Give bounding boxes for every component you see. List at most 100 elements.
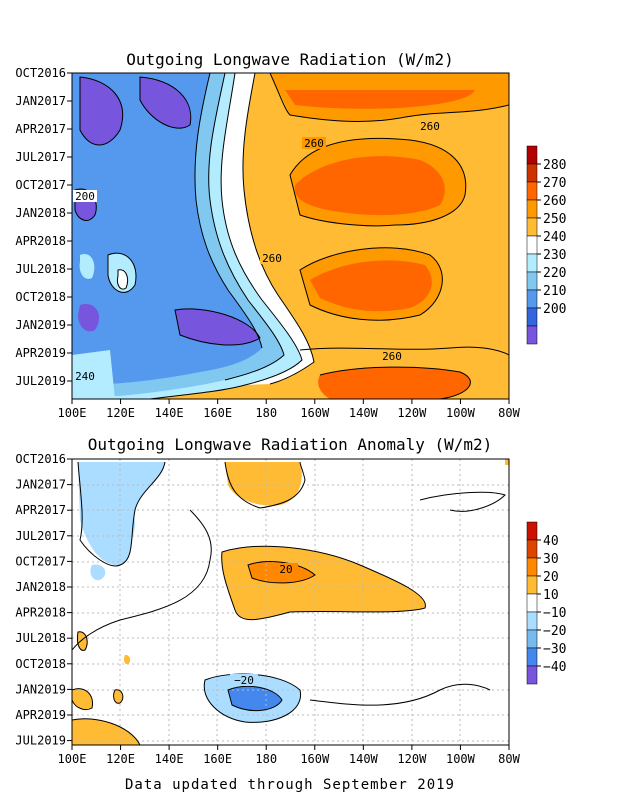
colorbar-label: 30 [543, 552, 559, 567]
y-tick-label: JUL2018 [15, 262, 66, 276]
panel1-contour-label: 260 [304, 137, 324, 150]
y-tick-label: JUL2019 [15, 374, 66, 388]
y-tick-label: OCT2018 [15, 290, 66, 304]
panel1-x-ticks: 100E 120E 140E 160E 180 160W 140W 120W 100W 80W [58, 399, 521, 420]
colorbar-swatch [526, 181, 538, 201]
colorbar-swatch [526, 253, 538, 273]
x-tick-label: 160E [203, 752, 232, 766]
colorbar-swatch [526, 271, 538, 291]
y-tick-label: OCT2017 [15, 554, 66, 568]
panel2-contour-label: −20 [234, 674, 254, 687]
colorbar-label: 230 [543, 248, 566, 263]
panel2-x-ticks: 100E 120E 140E 160E 180 160W 140W 120W 100W 80W [58, 745, 521, 766]
y-tick-label: JAN2019 [15, 682, 66, 696]
colorbar-swatch [526, 145, 538, 165]
panel2-colorbar: 40 30 20 10 −10 −20 −30 −40 [526, 521, 566, 685]
x-tick-label: 140W [349, 406, 379, 420]
colorbar-label: −30 [543, 642, 566, 657]
colorbar-swatch [526, 629, 538, 649]
colorbar-swatch [526, 611, 538, 631]
footer-note: Data updated through September 2019 [125, 777, 455, 793]
x-tick-label: 120E [106, 752, 135, 766]
x-tick-label: 80W [498, 406, 520, 420]
y-tick-label: JUL2019 [15, 734, 66, 748]
colorbar-label: 260 [543, 194, 566, 209]
colorbar-swatch [526, 557, 538, 577]
y-tick-label: APR2018 [15, 606, 66, 620]
y-tick-label: APR2019 [15, 708, 66, 722]
colorbar-swatch [526, 163, 538, 183]
y-tick-label: OCT2016 [15, 452, 66, 466]
colorbar-swatch [526, 325, 538, 345]
y-tick-label: APR2019 [15, 346, 66, 360]
x-tick-label: 160E [203, 406, 232, 420]
colorbar-label: −10 [543, 606, 566, 621]
colorbar-swatch [526, 593, 538, 613]
panel1-contour-label: 240 [75, 370, 95, 383]
x-tick-label: 100E [58, 406, 87, 420]
colorbar-label: 200 [543, 302, 566, 317]
x-tick-label: 140E [155, 752, 184, 766]
colorbar-label: −40 [543, 660, 566, 675]
x-tick-label: 180 [255, 406, 277, 420]
colorbar-swatch [526, 217, 538, 237]
panel2-title: Outgoing Longwave Radiation Anomaly (W/m… [88, 435, 493, 454]
x-tick-label: 100W [446, 752, 476, 766]
colorbar-label: 250 [543, 212, 566, 227]
y-tick-label: JAN2017 [15, 94, 66, 108]
y-tick-label: JAN2018 [15, 206, 66, 220]
y-tick-label: JAN2018 [15, 580, 66, 594]
x-tick-label: 140E [155, 406, 184, 420]
x-tick-label: 160W [300, 406, 330, 420]
x-tick-label: 80W [498, 752, 520, 766]
panel1-contour-label: 260 [262, 252, 282, 265]
y-tick-label: APR2018 [15, 234, 66, 248]
colorbar-swatch [526, 289, 538, 309]
colorbar-label: 40 [543, 534, 559, 549]
panel2-contour-label: 20 [279, 563, 292, 576]
panel1-field [72, 73, 509, 399]
panel1-frame [71, 72, 510, 400]
panel1-colorbar: 280 270 260 250 240 230 220 210 200 [526, 145, 566, 345]
y-tick-label: JAN2019 [15, 318, 66, 332]
y-tick-label: APR2017 [15, 122, 66, 136]
colorbar-label: 280 [543, 158, 566, 173]
colorbar-swatch [526, 665, 538, 685]
colorbar-swatch [526, 307, 538, 327]
colorbar-label: −20 [543, 624, 566, 639]
y-tick-label: JUL2017 [15, 529, 66, 543]
panel1-contours [74, 73, 509, 399]
colorbar-label: 20 [543, 570, 559, 585]
colorbar-swatch [526, 575, 538, 595]
panel2-contour-labels: 20 −20 [230, 563, 298, 687]
colorbar-swatch [526, 521, 538, 541]
y-tick-label: JUL2017 [15, 150, 66, 164]
panel1-y-ticks: OCT2016 JAN2017 APR2017 JUL2017 OCT2017 JAN20… [15, 66, 72, 388]
panel1-contour-label: 260 [420, 120, 440, 133]
y-tick-label: JAN2017 [15, 478, 66, 492]
panel1-contour-label: 200 [75, 190, 95, 203]
colorbar-swatch [526, 235, 538, 255]
y-tick-label: JUL2018 [15, 631, 66, 645]
colorbar-label: 240 [543, 230, 566, 245]
panel2-frame [71, 458, 510, 746]
colorbar-label: 10 [543, 588, 559, 603]
panel2-y-ticks: OCT2016 JAN2017 APR2017 JUL2017 OCT2017 JAN20… [15, 452, 72, 748]
colorbar-swatch [526, 647, 538, 667]
x-tick-label: 180 [255, 752, 277, 766]
colorbar-label: 210 [543, 284, 566, 299]
y-tick-label: OCT2017 [15, 178, 66, 192]
x-tick-label: 140W [349, 752, 379, 766]
colorbar-swatch [526, 539, 538, 559]
x-tick-label: 100W [446, 406, 476, 420]
panel1-contour-label: 260 [382, 350, 402, 363]
colorbar-swatch [526, 199, 538, 219]
y-tick-label: APR2017 [15, 503, 66, 517]
panel1-contour-labels: 260 260 200 260 240 260 [73, 120, 442, 383]
x-tick-label: 120W [397, 752, 427, 766]
colorbar-label: 270 [543, 176, 566, 191]
panel2-field [72, 459, 509, 745]
x-tick-label: 120W [397, 406, 427, 420]
x-tick-label: 120E [106, 406, 135, 420]
